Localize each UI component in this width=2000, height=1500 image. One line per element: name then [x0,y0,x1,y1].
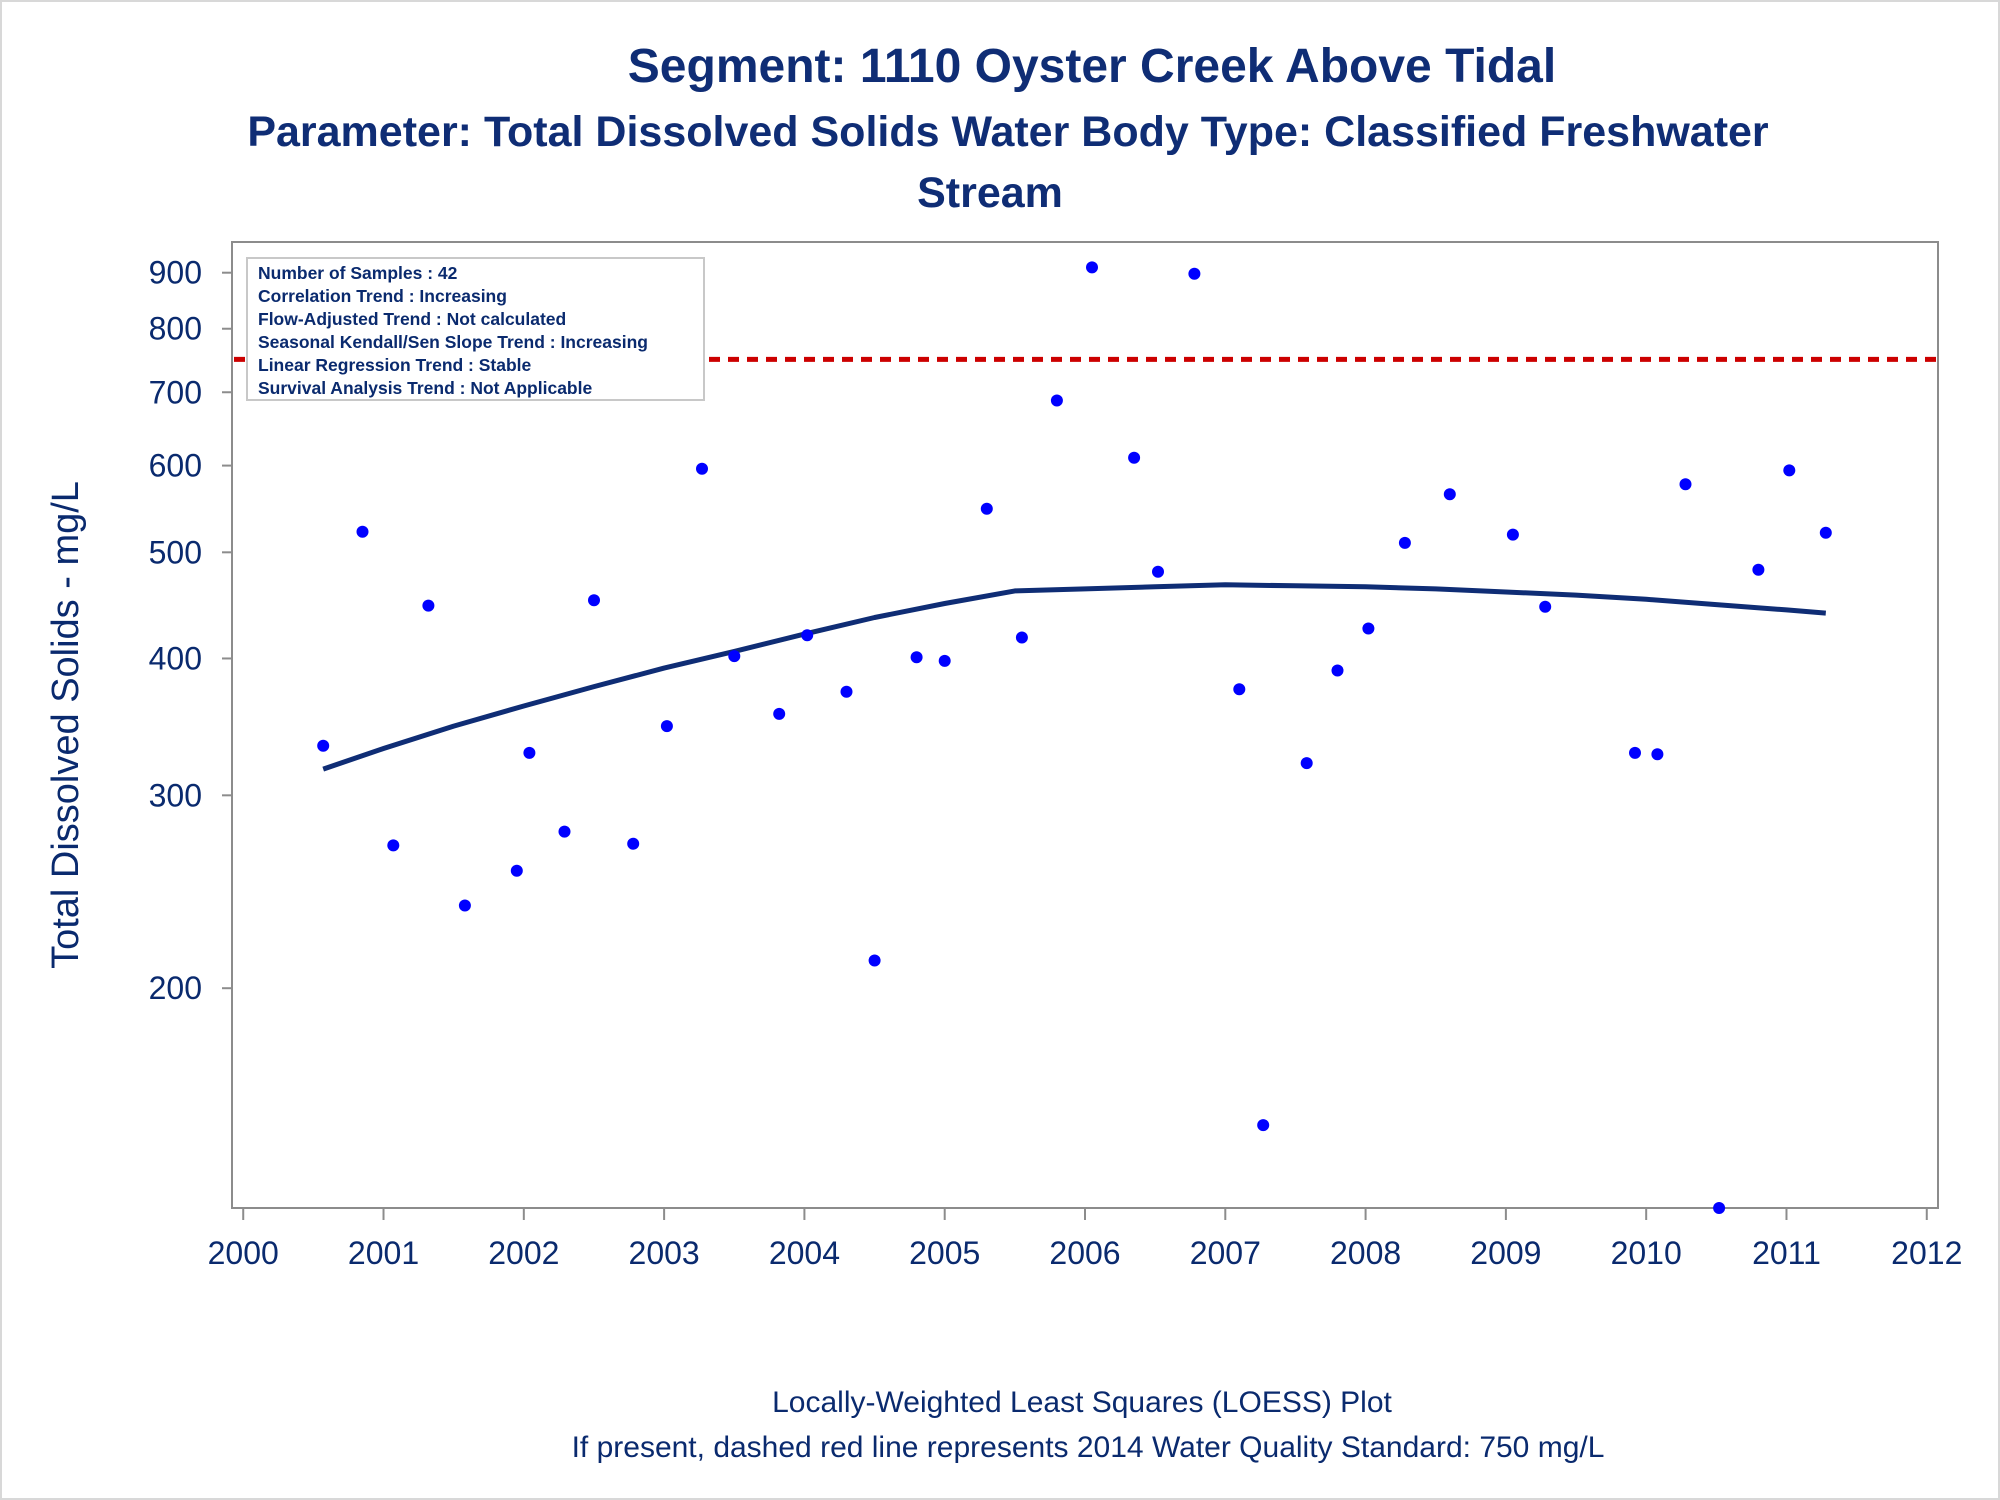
data-point [1050,394,1063,407]
y-tick-label: 500 [149,534,202,570]
chart-subtitle-line1: Parameter: Total Dissolved Solids Water … [247,108,1769,156]
data-point [1679,478,1692,491]
data-point [558,825,571,838]
data-point [1539,600,1552,613]
data-point [510,864,523,877]
x-tick-label: 2006 [1049,1235,1120,1271]
data-point [1257,1119,1270,1132]
data-point [422,599,435,612]
x-tick-label: 2011 [1752,1235,1821,1271]
stats-box: Number of Samples : 42 Correlation Trend… [246,257,705,401]
data-point [980,502,993,515]
data-point [1783,464,1796,477]
stats-line-4: Seasonal Kendall/Sen Slope Trend : Incre… [258,332,648,352]
footnote-line2: If present, dashed red line represents 2… [572,1431,1605,1464]
data-point [458,899,471,912]
loess-layer [322,582,1827,772]
data-point [356,525,369,538]
data-point [1819,526,1832,539]
stats-line-2: Correlation Trend : Increasing [258,286,507,306]
stats-line-6: Survival Analysis Trend : Not Applicable [258,378,592,398]
data-point [1086,261,1098,274]
x-tick-label: 2000 [208,1235,279,1271]
data-point [1331,664,1344,677]
chart-title: Segment: 1110 Oyster Creek Above Tidal [628,40,1556,93]
data-point [938,654,951,667]
x-tick-label: 2002 [488,1235,559,1271]
footnote-line1: Locally-Weighted Least Squares (LOESS) P… [772,1386,1392,1419]
chart-subtitle-line2: Stream [917,169,1063,217]
data-point [728,650,741,663]
y-axis: 200 300 400 500 600 700 800 900 [149,255,232,1006]
data-point [1506,528,1519,541]
x-tick-label: 2012 [1891,1235,1962,1271]
x-tick-label: 2004 [769,1235,840,1271]
data-point [387,839,400,852]
x-tick-label: 2008 [1330,1235,1401,1271]
y-tick-label: 200 [149,970,202,1006]
y-tick-label: 800 [149,311,202,347]
data-point [773,707,786,720]
data-point [1651,748,1664,761]
data-point [588,594,600,607]
points-layer [317,261,1832,1214]
data-point [627,837,640,850]
x-tick-label: 2005 [909,1235,980,1271]
data-point [1752,563,1765,576]
data-point [1362,622,1375,635]
stats-line-3: Flow-Adjusted Trend : Not calculated [258,309,566,329]
y-tick-label: 900 [149,255,202,291]
data-point [1629,746,1641,759]
data-point [1398,536,1411,549]
y-tick-label: 400 [149,640,202,676]
y-axis-label: Total Dissolved Solids - mg/L [45,481,87,969]
y-tick-label: 700 [149,374,202,410]
data-point [1152,565,1164,578]
x-tick-label: 2009 [1470,1235,1541,1271]
data-point [1713,1202,1726,1214]
x-tick-label: 2003 [629,1235,700,1271]
stats-line-5: Linear Regression Trend : Stable [258,355,532,375]
stats-line-1: Number of Samples : 42 [258,263,458,283]
data-point [1443,488,1456,501]
x-tick-label: 2001 [348,1235,419,1271]
loess-curve [322,582,1827,772]
data-point [1015,631,1028,644]
data-point [317,739,330,752]
stats-box-frame [246,257,705,401]
x-tick-label: 2010 [1611,1235,1682,1271]
data-point [660,720,673,733]
x-tick-label: 2007 [1190,1235,1261,1271]
data-point [1300,757,1313,770]
y-tick-label: 600 [149,448,202,484]
y-tick-label: 300 [149,777,202,813]
x-axis: 2000 2001 2002 2003 2004 2005 2006 2007 2008 2009… [208,1208,1962,1271]
data-point [868,954,881,967]
data-point [1233,683,1246,696]
data-point [840,685,853,698]
data-point [696,462,708,475]
plot-area [231,241,1939,1209]
data-point [910,651,923,664]
data-point [1128,451,1141,464]
data-point [523,746,536,759]
data-point [801,629,814,642]
data-point [1188,267,1201,280]
